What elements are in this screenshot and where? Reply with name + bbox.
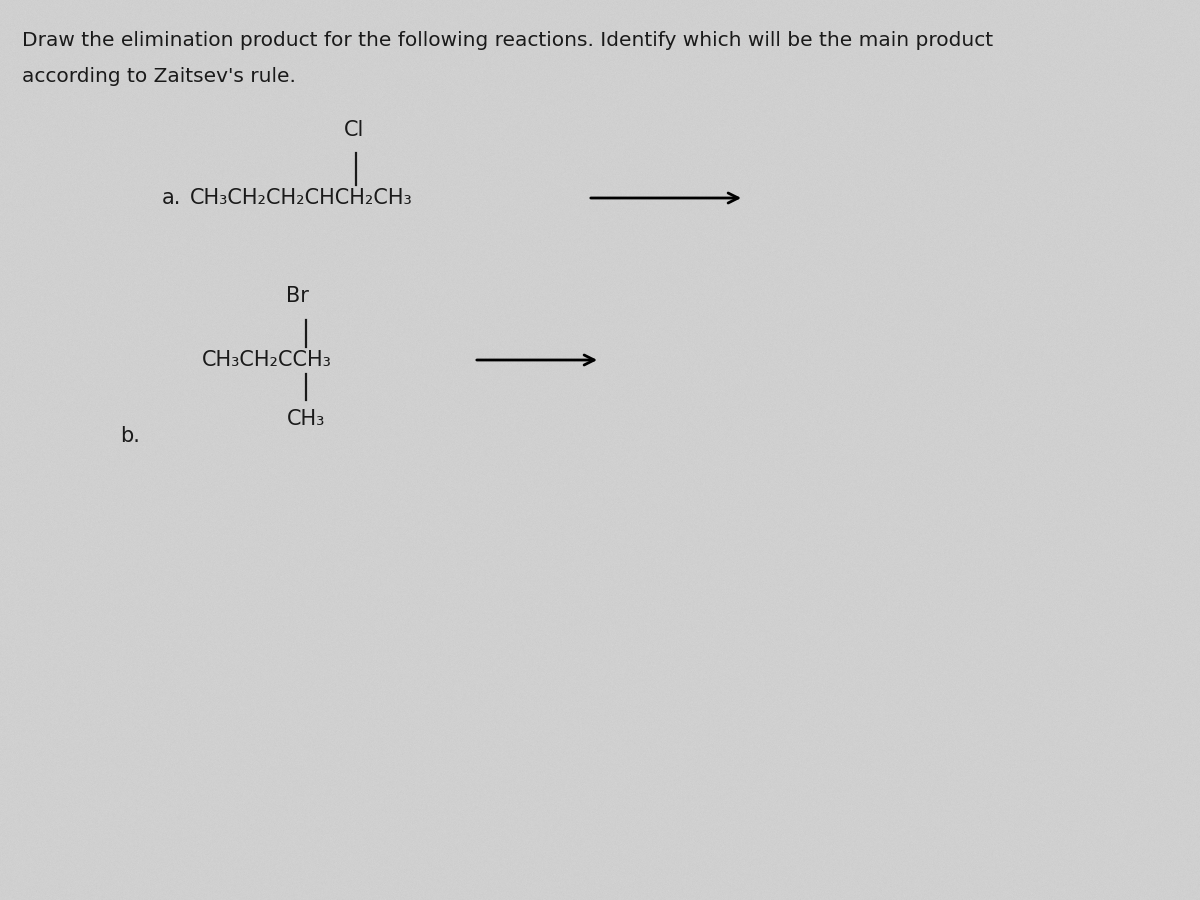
Text: b.: b. [120, 427, 140, 446]
Text: according to Zaitsev's rule.: according to Zaitsev's rule. [22, 68, 295, 86]
Text: a.: a. [162, 188, 181, 208]
Text: CH₃: CH₃ [287, 410, 325, 429]
Text: Draw the elimination product for the following reactions. Identify which will be: Draw the elimination product for the fol… [22, 32, 992, 50]
Text: CH₃CH₂CCH₃: CH₃CH₂CCH₃ [202, 350, 331, 370]
Text: Br: Br [286, 286, 310, 306]
Text: CH₃CH₂CH₂CHCH₂CH₃: CH₃CH₂CH₂CHCH₂CH₃ [190, 188, 413, 208]
Text: Cl: Cl [344, 120, 364, 140]
